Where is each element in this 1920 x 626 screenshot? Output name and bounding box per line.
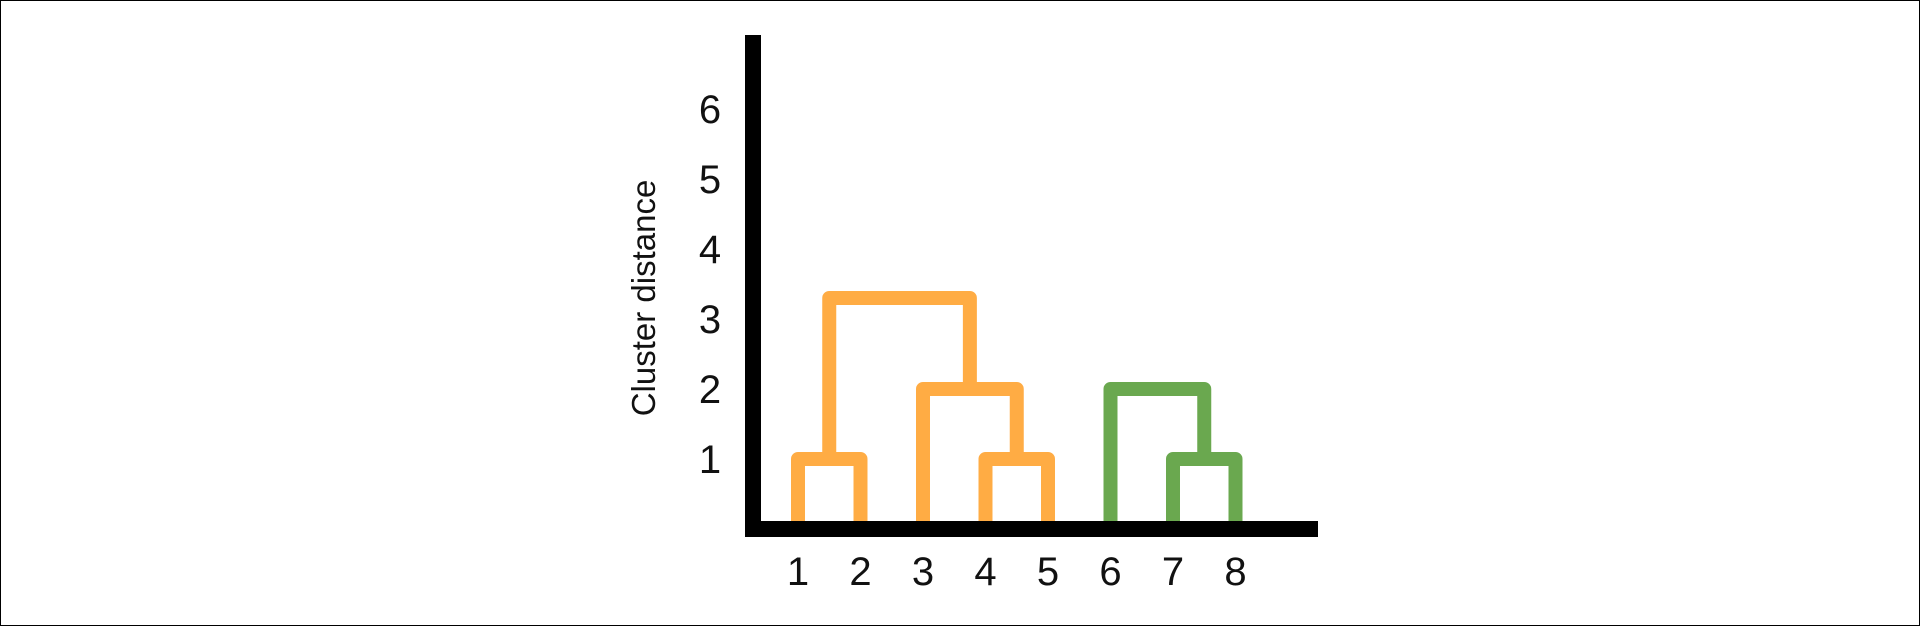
y-tick-label: 1 <box>699 438 721 482</box>
y-axis-label: Cluster distance <box>625 180 662 417</box>
dendrogram-links <box>791 291 1243 529</box>
x-tick-label: 6 <box>1099 550 1121 594</box>
x-tick-label: 5 <box>1037 550 1059 594</box>
x-tick-label: 4 <box>974 550 996 594</box>
y-tick-labels: 1 2 3 4 5 6 <box>699 88 721 482</box>
y-tick-label: 5 <box>699 158 721 202</box>
dendrogram-link-2 <box>978 452 1055 529</box>
x-tick-label: 1 <box>787 550 809 594</box>
y-tick-label: 2 <box>699 368 721 412</box>
x-tick-label: 2 <box>849 550 871 594</box>
dendrogram-link-6 <box>1103 382 1212 529</box>
x-tick-label: 3 <box>912 550 934 594</box>
dendrogram-link-1 <box>791 452 868 529</box>
dendrogram-link-4 <box>822 291 977 459</box>
x-tick-label: 7 <box>1162 550 1184 594</box>
dendrogram-link-5 <box>1166 452 1243 529</box>
y-tick-label: 4 <box>699 228 721 272</box>
y-tick-label: 3 <box>699 298 721 342</box>
x-tick-label: 8 <box>1224 550 1246 594</box>
y-tick-label: 6 <box>699 88 721 132</box>
